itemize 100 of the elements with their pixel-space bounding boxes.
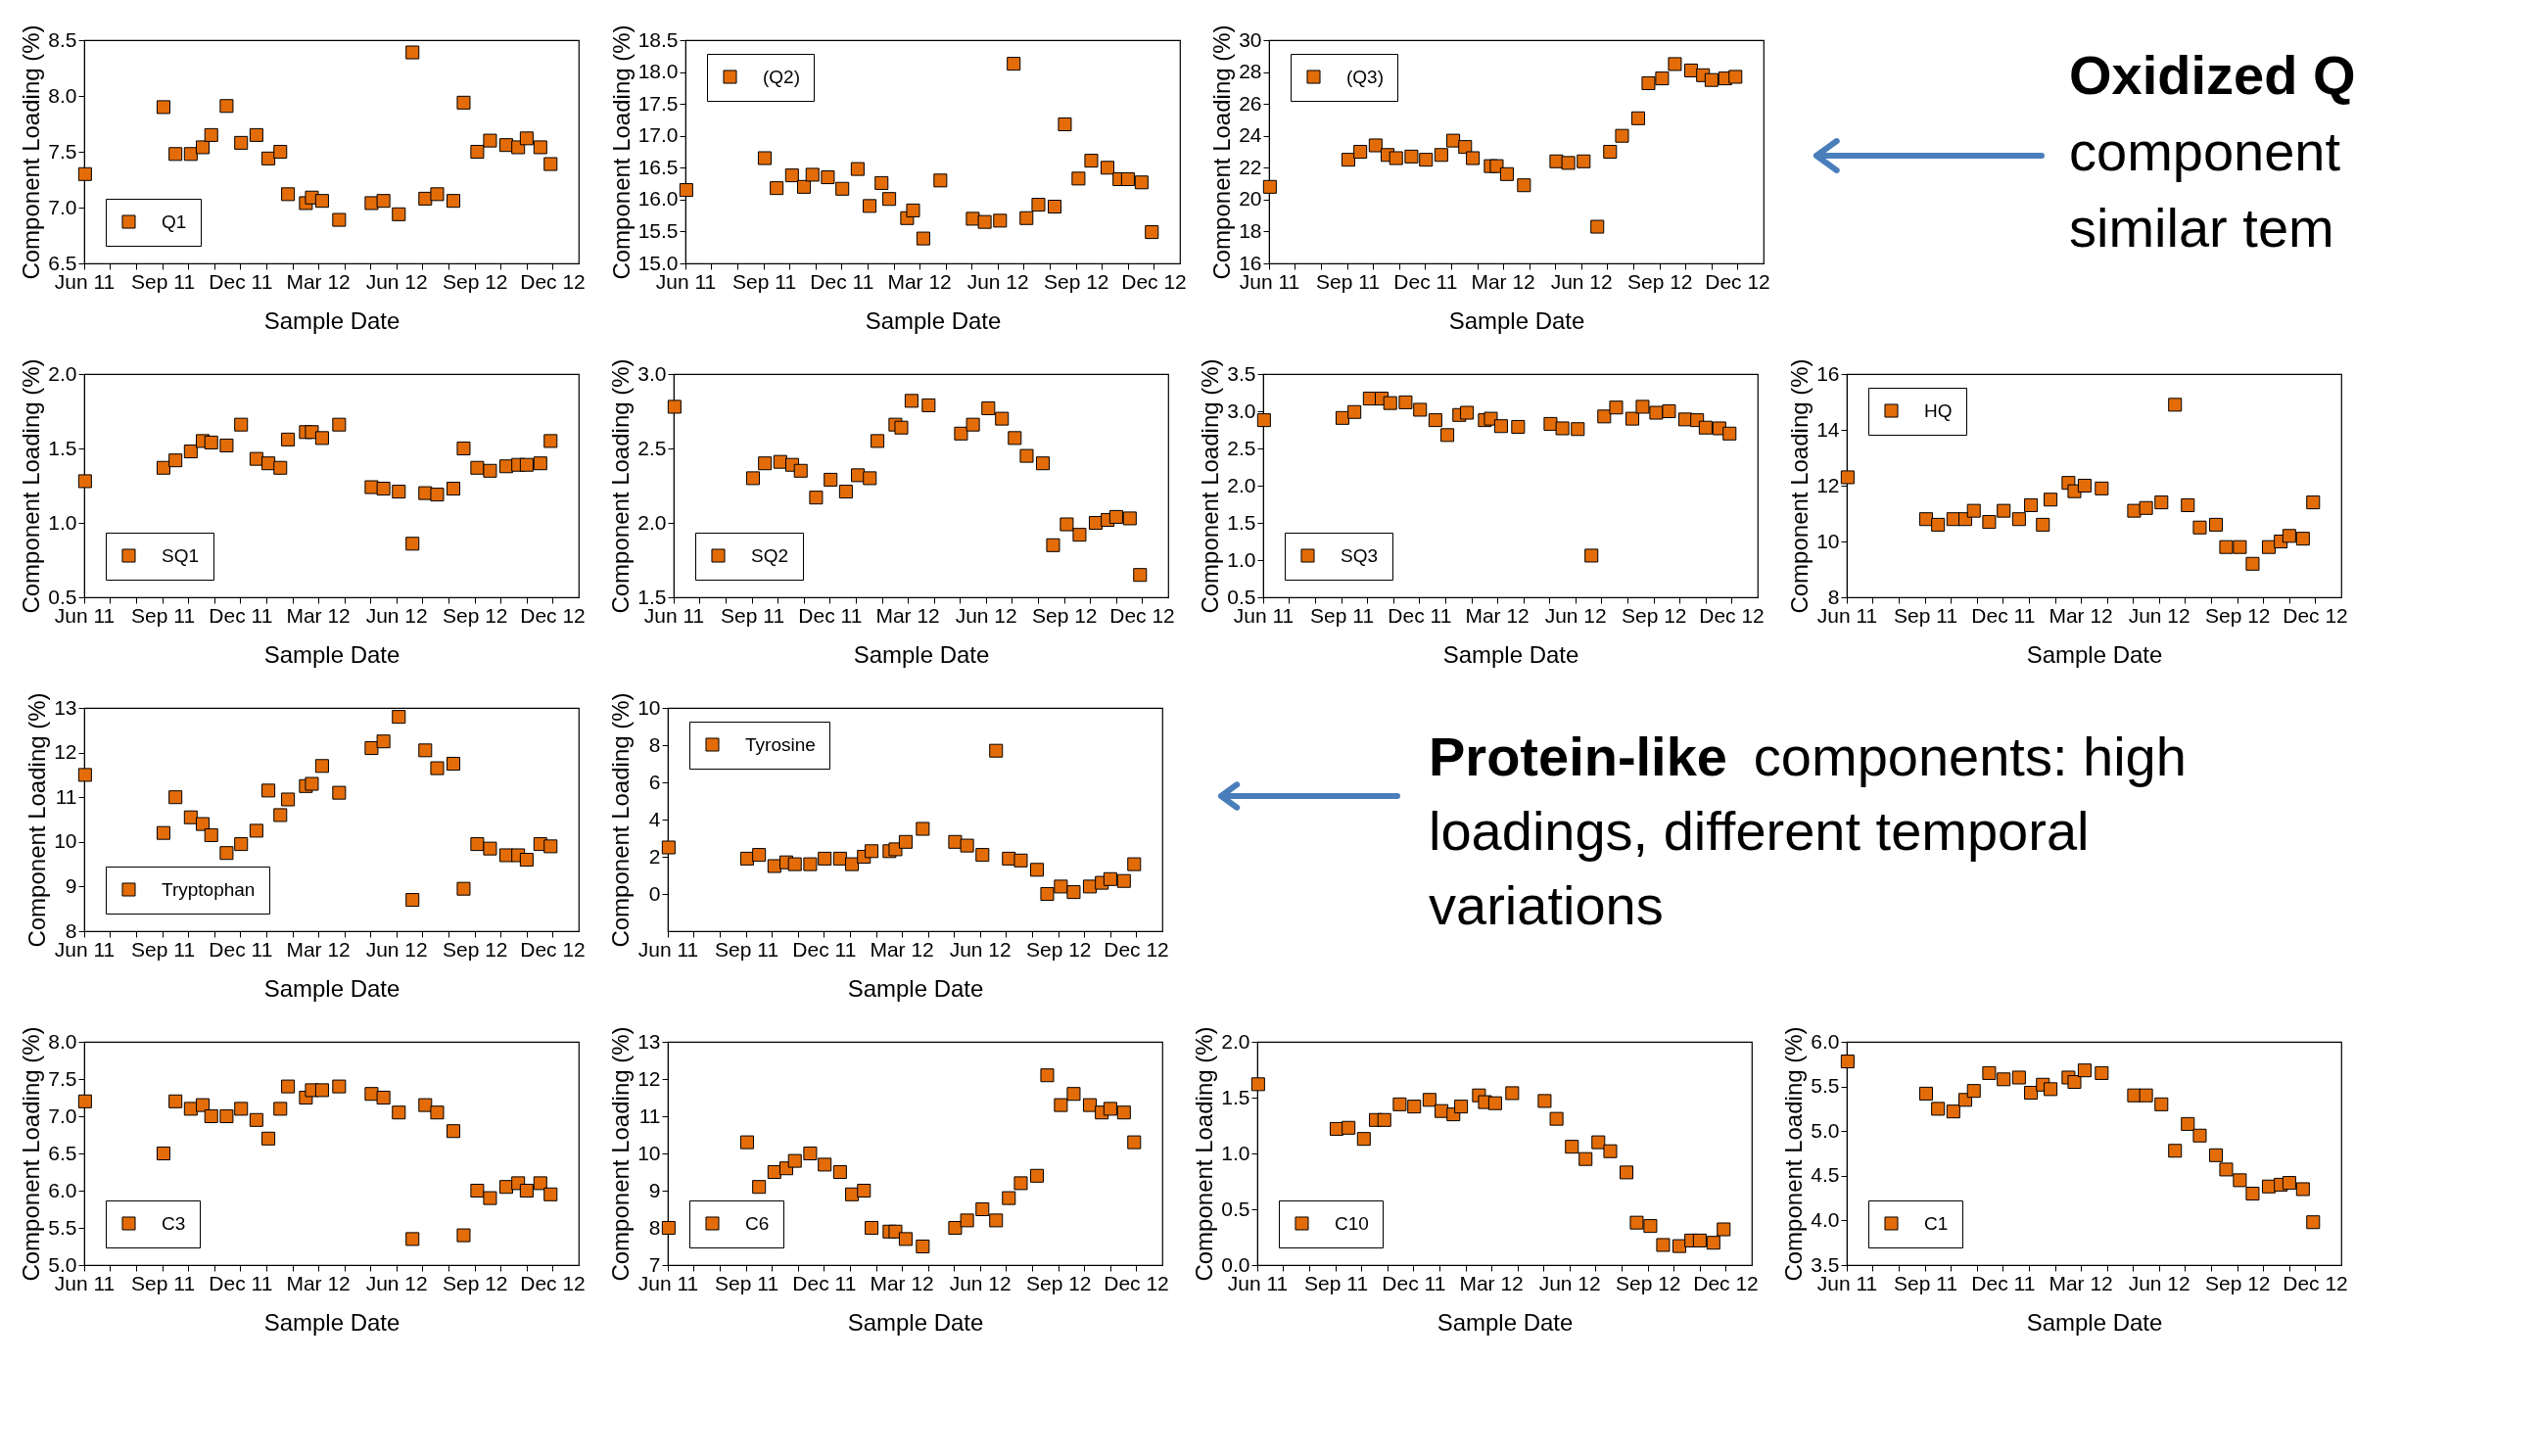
x-tick-label: Mar 12	[870, 937, 934, 961]
point	[1722, 426, 1737, 441]
point	[1625, 411, 1640, 426]
x-tick-label: Sep 11	[721, 603, 785, 627]
x-tick-label: Dec 12	[1109, 603, 1175, 627]
x-tick-label: Dec 11	[209, 937, 273, 961]
point	[894, 420, 909, 435]
point	[314, 1083, 329, 1098]
point	[1629, 1215, 1644, 1230]
point	[1704, 72, 1719, 87]
point	[1997, 503, 2011, 518]
point	[838, 485, 853, 499]
y-tick-label: 11	[638, 1104, 661, 1127]
y-axis-title: Component Loading (%)	[18, 24, 45, 280]
y-tick-label: 12	[1816, 473, 1840, 496]
point	[850, 162, 865, 176]
point	[1071, 171, 1086, 186]
point	[533, 456, 547, 471]
legend-label: (Q2)	[763, 66, 800, 87]
point	[1013, 1176, 1028, 1191]
point	[2282, 1176, 2296, 1191]
y-axis-title: Component Loading (%)	[24, 692, 51, 948]
point	[1591, 1135, 1606, 1150]
point	[1035, 456, 1051, 471]
y-tick-label: 1.0	[1221, 1141, 1250, 1164]
x-tick-label: Jun 12	[949, 1271, 1012, 1294]
point	[2168, 398, 2183, 412]
x-tick-label: Sep 12	[1615, 1271, 1681, 1294]
point	[2245, 556, 2260, 571]
point	[1356, 1132, 1371, 1147]
point	[835, 181, 850, 196]
y-tick-label: 28	[1239, 60, 1262, 83]
x-tick-label: Dec 12	[520, 603, 586, 627]
point	[1549, 1111, 1564, 1126]
point	[916, 231, 930, 246]
x-tick-label: Jun 12	[949, 937, 1012, 961]
point	[1404, 149, 1419, 164]
point	[2139, 1088, 2153, 1103]
y-tick-label: 6	[648, 770, 661, 793]
point	[1383, 396, 1397, 410]
point	[805, 167, 820, 182]
x-tick-label: Dec 12	[1693, 1271, 1759, 1294]
y-tick-label: 10	[637, 695, 661, 719]
x-tick-label: Dec 12	[2283, 603, 2348, 627]
point	[1347, 404, 1362, 419]
x-tick-label: Dec 11	[1382, 1271, 1446, 1294]
point	[1103, 1102, 1117, 1116]
x-axis-title: Sample Date	[847, 974, 984, 1002]
y-axis-title: Component Loading (%)	[607, 24, 635, 280]
y-tick-label: 10	[1816, 529, 1840, 552]
y-tick-label: 2.0	[637, 510, 667, 534]
point	[1982, 515, 1997, 530]
x-tick-label: Mar 12	[1465, 603, 1530, 627]
point	[960, 1213, 974, 1228]
x-tick-label: Dec 12	[1104, 1271, 1169, 1294]
x-tick-label: Jun 12	[365, 269, 428, 293]
point	[234, 135, 249, 150]
point	[1422, 1093, 1436, 1107]
x-tick-label: Dec 11	[810, 269, 874, 293]
point	[483, 463, 497, 478]
y-tick-label: 16.0	[637, 187, 679, 211]
x-tick-label: Jun 11	[637, 937, 699, 961]
y-axis-title: Component Loading (%)	[607, 358, 635, 614]
point	[904, 394, 918, 408]
y-tick-label: 2.0	[1221, 1029, 1250, 1053]
legend-label: HQ	[1924, 399, 1953, 421]
point	[405, 537, 420, 551]
point	[204, 1108, 218, 1124]
point	[863, 199, 877, 213]
point	[1577, 154, 1591, 168]
text: Protein-like	[1429, 726, 1727, 787]
point	[204, 435, 218, 449]
point	[977, 214, 992, 229]
y-tick-label: 1.5	[1221, 1085, 1250, 1108]
y-tick-label: 2.0	[48, 361, 77, 385]
point	[2095, 1065, 2109, 1080]
text: variations	[1429, 874, 1664, 936]
x-tick-label: Dec 11	[209, 1271, 273, 1294]
point	[1428, 413, 1442, 428]
x-tick-label: Sep 12	[1025, 937, 1092, 961]
point	[1603, 1144, 1618, 1158]
point	[1603, 144, 1618, 160]
x-tick-label: Dec 11	[1971, 603, 2036, 627]
point	[1066, 885, 1081, 900]
x-tick-label: Dec 11	[1393, 269, 1458, 293]
point	[1058, 117, 1072, 132]
point	[470, 460, 485, 475]
point	[906, 203, 920, 217]
point	[392, 1105, 406, 1120]
y-axis-title: Component Loading (%)	[1780, 1026, 1808, 1282]
point	[975, 848, 990, 863]
point	[832, 1164, 847, 1180]
x-tick-label: Dec 11	[798, 603, 863, 627]
point	[204, 127, 218, 142]
legend-label: SQ3	[1341, 544, 1379, 566]
point	[752, 848, 767, 863]
point	[1256, 413, 1271, 428]
point	[1127, 1135, 1142, 1150]
point	[679, 183, 693, 198]
point	[989, 743, 1004, 758]
